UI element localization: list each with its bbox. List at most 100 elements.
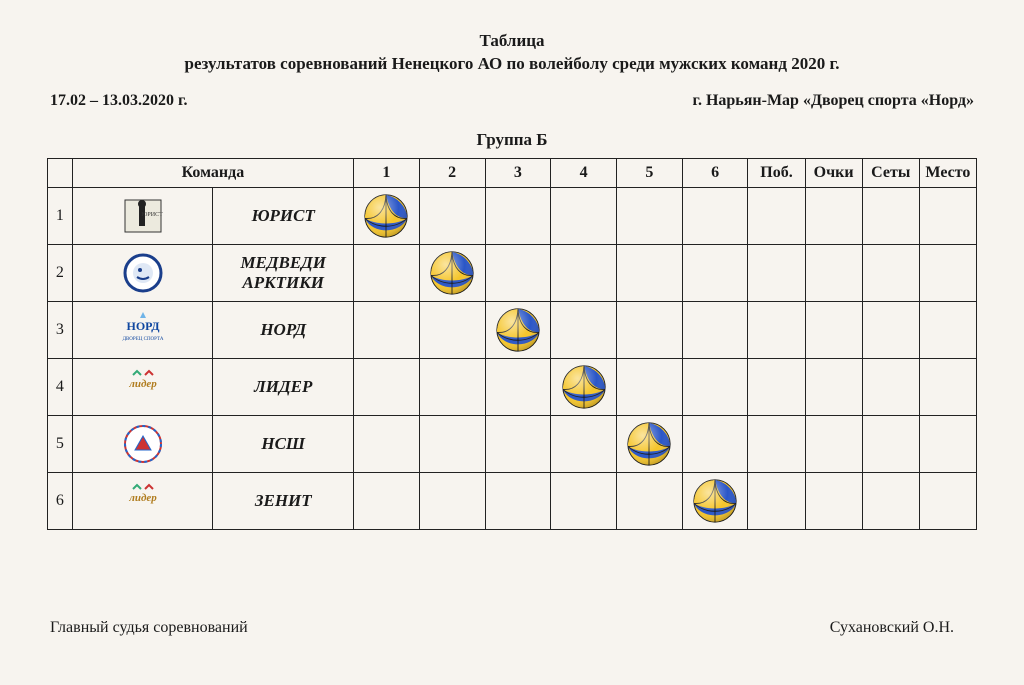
table-row: 3 НОРД ДВОРЕЦ СПОРТА НОРД [48,301,977,358]
col-5: 5 [617,158,683,187]
team-name: ЗЕНИТ [213,472,354,529]
stat-cell [862,472,919,529]
document-page: Таблица результатов соревнований Ненецко… [0,0,1024,685]
volleyball-icon [420,250,485,296]
stat-cell [919,358,976,415]
match-cell [485,244,551,301]
meta-row: 17.02 – 13.03.2020 г. г. Нарьян-Мар «Дво… [40,92,984,110]
stat-cell [919,472,976,529]
row-number: 3 [48,301,73,358]
match-cell-diagonal [485,301,551,358]
stat-cell [805,472,862,529]
match-cell-diagonal [551,358,617,415]
match-cell [419,187,485,244]
match-cell-diagonal [617,415,683,472]
volleyball-icon [486,307,551,353]
team-name: ЛИДЕР [213,358,354,415]
svg-text:лидер: лидер [128,492,157,504]
referee-label: Главный судья соревнований [50,619,248,637]
title-block: Таблица результатов соревнований Ненецко… [40,30,984,76]
stat-cell [862,187,919,244]
team-logo-icon: ЮРИСТ [119,194,167,238]
team-name: НОРД [213,301,354,358]
team-logo-icon [119,251,167,295]
team-logo: лидер [72,472,213,529]
team-name: ЮРИСТ [213,187,354,244]
col-2: 2 [419,158,485,187]
match-cell [682,244,748,301]
match-cell [617,244,683,301]
match-cell [354,472,420,529]
team-logo-icon: лидер [119,479,167,523]
table-row: 4 лидер ЛИДЕР [48,358,977,415]
stat-cell [862,415,919,472]
svg-text:ЮРИСТ: ЮРИСТ [141,212,163,218]
match-cell [617,187,683,244]
col-6: 6 [682,158,748,187]
match-cell [485,472,551,529]
row-number: 4 [48,358,73,415]
match-cell [485,358,551,415]
team-name: НСШ [213,415,354,472]
volleyball-icon [683,478,748,524]
team-logo: лидер [72,358,213,415]
col-wins: Поб. [748,158,805,187]
team-logo-icon: НОРД ДВОРЕЦ СПОРТА [119,308,167,352]
col-sets: Сеты [862,158,919,187]
table-row: 5НСШ [48,415,977,472]
stat-cell [862,358,919,415]
footer-row: Главный судья соревнований Сухановский О… [50,619,954,637]
title-line-2: результатов соревнований Ненецкого АО по… [40,53,984,76]
col-team-header: Команда [72,158,353,187]
match-cell-diagonal [354,187,420,244]
match-cell [419,358,485,415]
team-logo-icon: лидер [119,365,167,409]
col-4: 4 [551,158,617,187]
col-place: Место [919,158,976,187]
match-cell-diagonal [419,244,485,301]
match-cell [354,415,420,472]
match-cell [617,472,683,529]
match-cell [551,472,617,529]
stat-cell [862,244,919,301]
stat-cell [919,244,976,301]
match-cell [551,244,617,301]
match-cell [682,415,748,472]
match-cell [485,187,551,244]
stat-cell [748,187,805,244]
col-pts: Очки [805,158,862,187]
team-logo: НОРД ДВОРЕЦ СПОРТА [72,301,213,358]
stat-cell [748,415,805,472]
match-cell [617,301,683,358]
volleyball-icon [617,421,682,467]
svg-text:ДВОРЕЦ СПОРТА: ДВОРЕЦ СПОРТА [122,337,163,342]
match-cell [354,358,420,415]
team-logo: ЮРИСТ [72,187,213,244]
row-number: 6 [48,472,73,529]
results-table: Команда 1 2 3 4 5 6 Поб. Очки Сеты Место… [47,158,977,530]
stat-cell [919,301,976,358]
col-number-blank [48,158,73,187]
team-logo [72,415,213,472]
match-cell [551,415,617,472]
group-label: Группа Б [40,130,984,150]
stat-cell [748,472,805,529]
match-cell [682,358,748,415]
row-number: 2 [48,244,73,301]
venue: г. Нарьян-Мар «Дворец спорта «Норд» [692,92,974,110]
referee-name: Сухановский О.Н. [830,619,954,637]
stat-cell [805,358,862,415]
match-cell [354,301,420,358]
stat-cell [748,244,805,301]
match-cell-diagonal [682,472,748,529]
stat-cell [862,301,919,358]
match-cell [419,415,485,472]
col-3: 3 [485,158,551,187]
svg-text:НОРД: НОРД [126,319,160,333]
row-number: 1 [48,187,73,244]
team-name: МЕДВЕДИ АРКТИКИ [213,244,354,301]
stat-cell [748,358,805,415]
match-cell [485,415,551,472]
match-cell [354,244,420,301]
match-cell [419,301,485,358]
